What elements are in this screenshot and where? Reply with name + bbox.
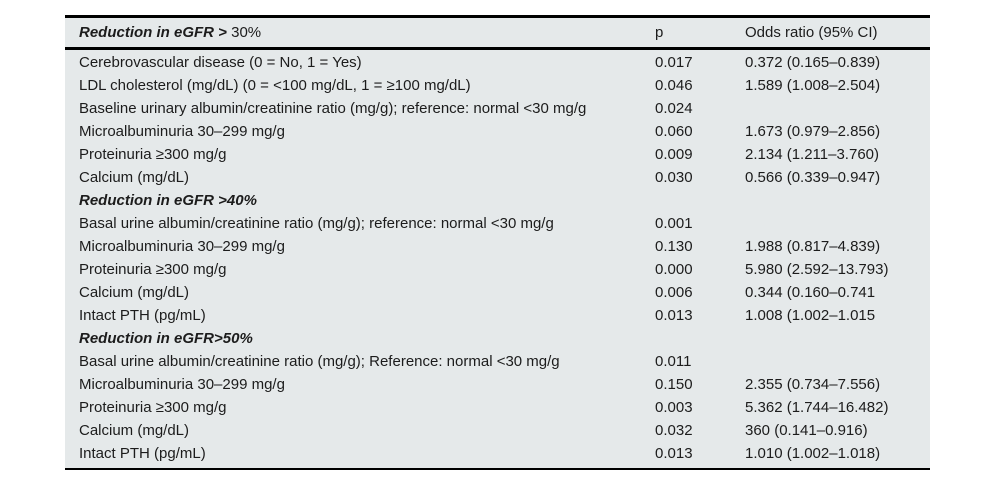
table-row: Intact PTH (pg/mL) 0.013 1.008 (1.002–1.… — [65, 304, 930, 327]
row-odds-ratio: 1.589 (1.008–2.504) — [745, 77, 881, 94]
table-row: Basal urine albumin/creatinine ratio (mg… — [65, 350, 930, 373]
table-row: Proteinuria ≥300 mg/g 0.009 2.134 (1.211… — [65, 143, 930, 166]
table-row: Microalbuminuria 30–299 mg/g 0.130 1.988… — [65, 235, 930, 258]
row-label: Microalbuminuria 30–299 mg/g — [79, 123, 285, 140]
row-p-value: 0.013 — [655, 307, 693, 324]
column-header-odds-ratio: Odds ratio (95% CI) — [745, 24, 878, 41]
row-p-value: 0.000 — [655, 261, 693, 278]
row-label: Basal urine albumin/creatinine ratio (mg… — [79, 353, 560, 370]
row-label: Calcium (mg/dL) — [79, 169, 190, 186]
row-p-value: 0.003 — [655, 399, 693, 416]
row-odds-ratio: 1.010 (1.002–1.018) — [745, 445, 881, 462]
row-p-value: 0.060 — [655, 123, 693, 140]
row-odds-ratio: 360 (0.141–0.916) — [745, 422, 868, 439]
row-label: Proteinuria ≥300 mg/g — [79, 399, 227, 416]
row-odds-ratio: 1.988 (0.817–4.839) — [745, 238, 881, 255]
row-label: Reduction in eGFR >40% — [79, 192, 257, 209]
row-p-value: 0.150 — [655, 376, 693, 393]
odds-ratio-table: Reduction in eGFR > 30% p Odds ratio (95… — [65, 15, 930, 470]
table-row: Calcium (mg/dL) 0.032 360 (0.141–0.916) — [65, 419, 930, 442]
row-label: Microalbuminuria 30–299 mg/g — [79, 238, 285, 255]
table-row: Microalbuminuria 30–299 mg/g 0.150 2.355… — [65, 373, 930, 396]
table-row: Proteinuria ≥300 mg/g 0.003 5.362 (1.744… — [65, 396, 930, 419]
row-p-value: 0.011 — [655, 353, 692, 370]
row-p-value: 0.013 — [655, 445, 693, 462]
section-header-row: Reduction in eGFR>50% — [65, 327, 930, 350]
row-label: Calcium (mg/dL) — [79, 422, 190, 439]
row-odds-ratio: 1.008 (1.002–1.015 — [745, 307, 876, 324]
row-label: Basal urine albumin/creatinine ratio (mg… — [79, 215, 554, 232]
table-body: Cerebrovascular disease (0 = No, 1 = Yes… — [65, 50, 930, 468]
table-row: Calcium (mg/dL) 0.030 0.566 (0.339–0.947… — [65, 166, 930, 189]
table-header-row: Reduction in eGFR > 30% p Odds ratio (95… — [65, 18, 930, 50]
row-odds-ratio: 2.355 (0.734–7.556) — [745, 376, 881, 393]
row-odds-ratio: 0.344 (0.160–0.741 — [745, 284, 876, 301]
row-p-value: 0.001 — [655, 215, 693, 232]
row-label: Calcium (mg/dL) — [79, 284, 190, 301]
column-header-p: p — [655, 24, 664, 41]
row-p-value: 0.130 — [655, 238, 693, 255]
row-label: Reduction in eGFR>50% — [79, 330, 253, 347]
row-label: Proteinuria ≥300 mg/g — [79, 261, 227, 278]
row-p-value: 0.046 — [655, 77, 693, 94]
row-label: Proteinuria ≥300 mg/g — [79, 146, 227, 163]
table-row: Intact PTH (pg/mL) 0.013 1.010 (1.002–1.… — [65, 442, 930, 465]
header-title-bold: Reduction in eGFR > — [79, 24, 227, 41]
row-label: Intact PTH (pg/mL) — [79, 445, 206, 462]
table-row: Proteinuria ≥300 mg/g 0.000 5.980 (2.592… — [65, 258, 930, 281]
row-odds-ratio: 1.673 (0.979–2.856) — [745, 123, 881, 140]
row-p-value: 0.009 — [655, 146, 693, 163]
table-row: LDL cholesterol (mg/dL) (0 = <100 mg/dL,… — [65, 74, 930, 97]
table-row: Calcium (mg/dL) 0.006 0.344 (0.160–0.741 — [65, 281, 930, 304]
row-p-value: 0.017 — [655, 54, 693, 71]
row-label: LDL cholesterol (mg/dL) (0 = <100 mg/dL,… — [79, 77, 471, 94]
table-header-title: Reduction in eGFR > 30% — [65, 24, 655, 41]
row-odds-ratio: 5.362 (1.744–16.482) — [745, 399, 889, 416]
row-odds-ratio: 2.134 (1.211–3.760) — [745, 146, 879, 163]
header-title-regular: 30% — [226, 24, 262, 41]
row-odds-ratio: 0.566 (0.339–0.947) — [745, 169, 881, 186]
row-label: Baseline urinary albumin/creatinine rati… — [79, 100, 587, 117]
row-label: Cerebrovascular disease (0 = No, 1 = Yes… — [79, 54, 362, 71]
row-p-value: 0.006 — [655, 284, 693, 301]
row-label: Intact PTH (pg/mL) — [79, 307, 206, 324]
section-header-row: Reduction in eGFR >40% — [65, 189, 930, 212]
row-label: Microalbuminuria 30–299 mg/g — [79, 376, 285, 393]
row-p-value: 0.024 — [655, 100, 693, 117]
row-p-value: 0.030 — [655, 169, 693, 186]
table-row: Basal urine albumin/creatinine ratio (mg… — [65, 212, 930, 235]
table-row: Cerebrovascular disease (0 = No, 1 = Yes… — [65, 51, 930, 74]
row-odds-ratio: 0.372 (0.165–0.839) — [745, 54, 881, 71]
row-p-value: 0.032 — [655, 422, 693, 439]
table-row: Microalbuminuria 30–299 mg/g 0.060 1.673… — [65, 120, 930, 143]
row-odds-ratio: 5.980 (2.592–13.793) — [745, 261, 889, 278]
table-row: Baseline urinary albumin/creatinine rati… — [65, 97, 930, 120]
